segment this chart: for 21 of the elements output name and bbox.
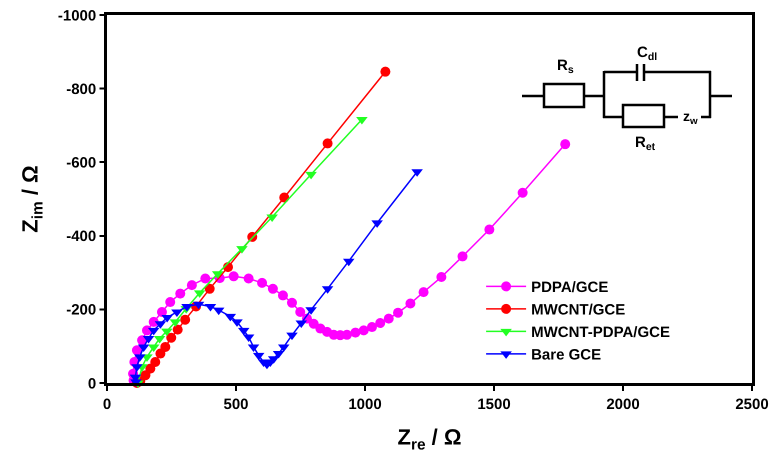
x-tick-label: 500 — [223, 396, 249, 413]
legend-label: MWCNT/GCE — [531, 302, 626, 319]
legend-label: PDPA/GCE — [531, 279, 608, 296]
y-tick-label: 0 — [88, 375, 96, 392]
x-tick-label: 2000 — [606, 396, 640, 413]
annotation: z$_{w}$ — [683, 108, 698, 127]
y-tick-label: -200 — [66, 302, 96, 319]
annotation: R$_{s}$ — [557, 57, 574, 76]
y-tick-label: -400 — [66, 228, 96, 246]
x-tick-label: 1500 — [477, 396, 511, 413]
x-tick-label: 2500 — [735, 396, 769, 413]
y-tick-label: -800 — [66, 80, 96, 98]
legend-label: Bare GCE — [531, 346, 602, 364]
x-tick-label: 0 — [102, 396, 112, 413]
y-tick-label: -600 — [66, 154, 96, 172]
x-tick-label: 1000 — [348, 396, 382, 413]
y-tick-label: -1000 — [58, 7, 96, 24]
legend-label: MWCNT-PDPA/GCE — [531, 324, 670, 342]
annotation: C$_{dl}$ — [637, 44, 658, 64]
x-axis-title: Z$_{re}$ / Ω — [398, 424, 462, 454]
annotation: R$_{et}$ — [635, 134, 656, 154]
